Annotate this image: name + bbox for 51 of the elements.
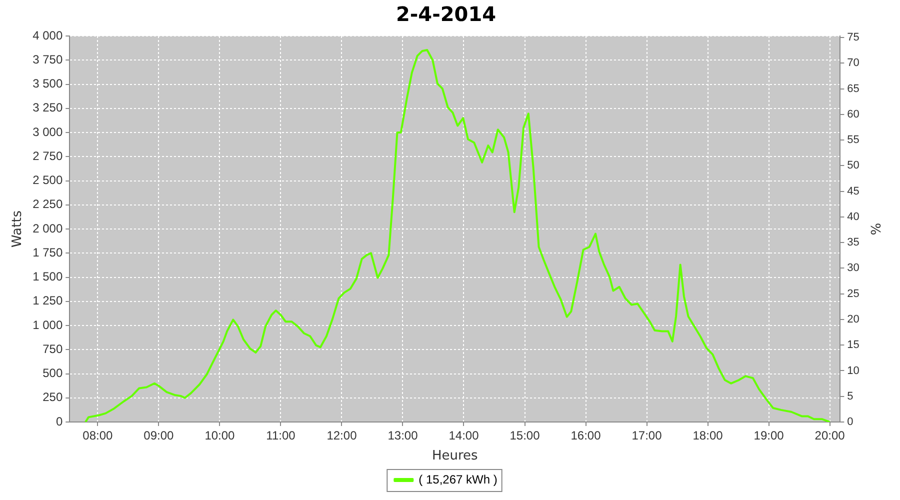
y2-tick-label: 40 [847, 210, 860, 223]
y2-tick-label: 50 [847, 160, 860, 172]
x-tick-label: 18:00 [692, 428, 724, 443]
legend-label: ( 15,267 kWh ) [418, 472, 498, 486]
y2-tick-label: 0 [847, 416, 854, 428]
y-tick-label: 1 250 [32, 294, 63, 308]
x-axis-title: Heures [432, 448, 478, 464]
x-tick-label: 19:00 [754, 428, 784, 443]
y2-tick-label: 10 [847, 364, 860, 377]
y-tick-label: 0 [56, 414, 63, 428]
x-tick-label: 16:00 [570, 428, 602, 443]
y2-tick-label: 70 [847, 57, 860, 70]
y2-tick-label: 45 [847, 185, 860, 198]
y2-tick-label: 75 [847, 32, 860, 44]
y-tick-label: 3 000 [32, 124, 63, 139]
x-tick-label: 13:00 [388, 428, 418, 443]
y2-tick-label: 25 [847, 288, 860, 300]
y2-tick-label: 35 [847, 236, 860, 249]
y-tick-label: 500 [42, 366, 63, 380]
y2-axis-title: % [866, 222, 882, 236]
x-tick-label: 10:00 [204, 428, 236, 443]
y2-tick-label: 30 [847, 262, 860, 274]
y-tick-label: 2 000 [32, 221, 63, 236]
x-tick-label: 15:00 [510, 428, 540, 443]
y2-tick-label: 65 [847, 82, 860, 95]
y-tick-label: 750 [42, 342, 63, 356]
y-tick-label: 3 250 [32, 100, 63, 115]
y-tick-label: 2 750 [32, 148, 63, 163]
chart-title: 2-4-2014 [396, 2, 496, 26]
y-tick-label: 3 500 [32, 76, 63, 91]
y2-tick-label: 20 [847, 314, 860, 326]
y2-tick-label: 15 [847, 339, 860, 352]
y-tick-label: 4 000 [32, 28, 63, 42]
x-tick-label: 12:00 [326, 428, 358, 443]
x-tick-label: 09:00 [144, 428, 174, 443]
y-tick-label: 1 500 [32, 270, 63, 284]
x-tick-label: 14:00 [448, 428, 480, 443]
y-axis-title: Watts [10, 210, 26, 248]
y-tick-label: 1 750 [32, 245, 63, 260]
y2-tick-label: 60 [847, 108, 860, 120]
x-tick-label: 20:00 [814, 428, 846, 443]
y2-tick-label: 5 [847, 390, 854, 402]
y2-tick-label: 55 [847, 134, 860, 146]
x-tick-label: 08:00 [82, 428, 114, 443]
y-tick-label: 250 [42, 390, 63, 404]
x-tick-label: 17:00 [632, 428, 662, 443]
x-tick-label: 11:00 [266, 428, 296, 443]
y-tick-label: 2 500 [32, 173, 63, 188]
y-tick-label: 3 750 [32, 52, 63, 66]
y-tick-label: 2 250 [32, 197, 63, 212]
y-tick-label: 1 000 [32, 318, 63, 332]
